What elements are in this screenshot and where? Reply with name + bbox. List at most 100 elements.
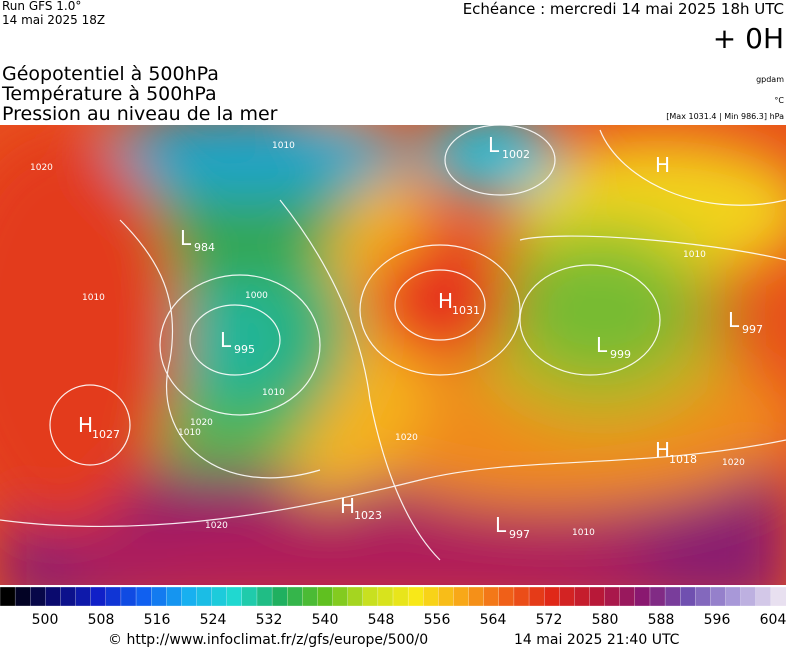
color-swatch bbox=[574, 586, 591, 607]
center-kind: L bbox=[596, 333, 608, 357]
color-swatch bbox=[0, 586, 16, 607]
color-swatch bbox=[468, 586, 485, 607]
colorbar-label: 572 bbox=[536, 612, 563, 628]
center-kind: L bbox=[488, 133, 500, 157]
colorbar-label: 540 bbox=[312, 612, 339, 628]
color-swatch bbox=[513, 586, 530, 607]
timestamp: 14 mai 2025 21:40 UTC bbox=[514, 632, 680, 648]
center-value: 997 bbox=[509, 528, 530, 541]
color-swatch bbox=[528, 586, 545, 607]
color-swatch bbox=[151, 586, 167, 607]
color-swatch bbox=[710, 586, 727, 607]
isobar-label: 1020 bbox=[30, 163, 53, 173]
color-swatch bbox=[75, 586, 92, 607]
color-swatch bbox=[256, 586, 273, 607]
run: Run GFS 1.0° bbox=[2, 0, 81, 13]
color-swatch bbox=[725, 586, 742, 607]
color-swatch bbox=[498, 586, 515, 607]
color-swatch bbox=[196, 586, 213, 607]
color-swatch bbox=[589, 586, 606, 607]
extremes: [Max 1031.4 | Min 986.3] hPa bbox=[666, 112, 784, 121]
isobar-label: 1010 bbox=[262, 388, 285, 398]
isobar-label: 1020 bbox=[395, 433, 418, 443]
color-swatch bbox=[181, 586, 198, 607]
center-kind: H bbox=[78, 413, 93, 437]
center-kind: H bbox=[340, 494, 355, 518]
run-date: 14 mai 2025 18Z bbox=[2, 13, 105, 27]
center-value: 984 bbox=[194, 241, 215, 254]
colorbar-label: 548 bbox=[368, 612, 395, 628]
isobar-label: 1020 bbox=[190, 418, 213, 428]
temperature-field bbox=[0, 125, 786, 585]
color-swatch bbox=[680, 586, 696, 607]
center-value: 995 bbox=[234, 343, 255, 356]
color-swatch bbox=[604, 586, 621, 607]
color-swatch bbox=[695, 586, 712, 607]
color-swatch bbox=[105, 586, 122, 607]
color-swatch bbox=[120, 586, 137, 607]
color-swatch bbox=[559, 586, 576, 607]
isobar-label: 1020 bbox=[205, 521, 228, 531]
color-swatch bbox=[90, 586, 107, 607]
isobar-label: 1010 bbox=[683, 250, 706, 260]
color-swatch bbox=[135, 586, 152, 607]
color-swatch bbox=[362, 586, 379, 607]
title: Géopotentiel à 500hPa bbox=[2, 63, 219, 85]
color-swatch bbox=[241, 586, 258, 607]
colorbar-label: 588 bbox=[648, 612, 675, 628]
color-swatch bbox=[211, 586, 228, 607]
color-swatch bbox=[287, 586, 303, 607]
color-swatch bbox=[271, 586, 288, 607]
unit: gpdam bbox=[756, 75, 784, 84]
color-swatch bbox=[619, 586, 636, 607]
echeance: Echéance : mercredi 14 mai 2025 18h UTC bbox=[463, 0, 784, 18]
title: Pression au niveau de la mer bbox=[2, 103, 278, 125]
color-swatch bbox=[740, 586, 757, 607]
isobars bbox=[0, 125, 786, 561]
color-swatch bbox=[423, 586, 439, 607]
center-kind: H bbox=[438, 289, 453, 313]
color-swatch bbox=[60, 586, 77, 607]
colorbar-label: 524 bbox=[200, 612, 227, 628]
isobar-label: 1000 bbox=[245, 291, 268, 301]
center-value: 1023 bbox=[354, 509, 382, 522]
isobar-label: 1020 bbox=[722, 458, 745, 468]
isobar-label: 1010 bbox=[572, 528, 595, 538]
center-value: 1002 bbox=[502, 148, 530, 161]
center-kind: L bbox=[180, 226, 192, 250]
color-swatch bbox=[770, 586, 786, 607]
center-kind: L bbox=[728, 308, 740, 332]
colorbar-label: 556 bbox=[424, 612, 451, 628]
color-swatch bbox=[392, 586, 409, 607]
color-swatch bbox=[45, 586, 62, 607]
isobar-label: 1010 bbox=[272, 141, 295, 151]
color-swatch bbox=[226, 586, 243, 607]
center-kind: H bbox=[655, 153, 670, 177]
color-swatch bbox=[347, 586, 364, 607]
color-swatch bbox=[649, 586, 666, 607]
colorbar-label: 580 bbox=[592, 612, 619, 628]
color-swatch bbox=[453, 586, 470, 607]
center-value: 1031 bbox=[452, 304, 480, 317]
color-swatch bbox=[317, 586, 334, 607]
color-swatch bbox=[407, 586, 424, 607]
color-swatch bbox=[377, 586, 394, 607]
center-kind: L bbox=[220, 328, 232, 352]
color-swatch bbox=[755, 586, 772, 607]
title: Température à 500hPa bbox=[1, 83, 217, 105]
colorbar-label: 508 bbox=[88, 612, 115, 628]
color-swatch bbox=[438, 586, 455, 607]
colorbar: 500 508 516 524 532 540 548 556 564 572 580 588 596 6… bbox=[0, 586, 786, 628]
colorbar-label: 500 bbox=[32, 612, 59, 628]
color-swatch bbox=[544, 586, 560, 607]
color-swatch bbox=[166, 586, 183, 607]
colorbar-label: 564 bbox=[480, 612, 507, 628]
isobar-label: 1010 bbox=[178, 428, 201, 438]
center-kind: H bbox=[655, 438, 670, 462]
center-value: 997 bbox=[742, 323, 763, 336]
color-swatch bbox=[332, 586, 349, 607]
color-swatch bbox=[664, 586, 681, 607]
color-swatch bbox=[14, 586, 31, 607]
isobar-label: 1010 bbox=[82, 293, 105, 303]
